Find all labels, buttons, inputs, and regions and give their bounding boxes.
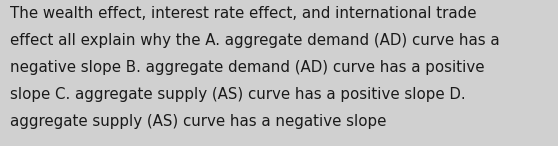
Text: aggregate supply (AS) curve has a negative slope: aggregate supply (AS) curve has a negati… bbox=[10, 114, 387, 129]
Text: The wealth effect, interest rate effect, and international trade: The wealth effect, interest rate effect,… bbox=[10, 6, 477, 21]
Text: negative slope B. aggregate demand (AD) curve has a positive: negative slope B. aggregate demand (AD) … bbox=[10, 60, 484, 75]
Text: slope C. aggregate supply (AS) curve has a positive slope D.: slope C. aggregate supply (AS) curve has… bbox=[10, 87, 466, 102]
Text: effect all explain why the A. aggregate demand (AD) curve has a: effect all explain why the A. aggregate … bbox=[10, 33, 499, 48]
